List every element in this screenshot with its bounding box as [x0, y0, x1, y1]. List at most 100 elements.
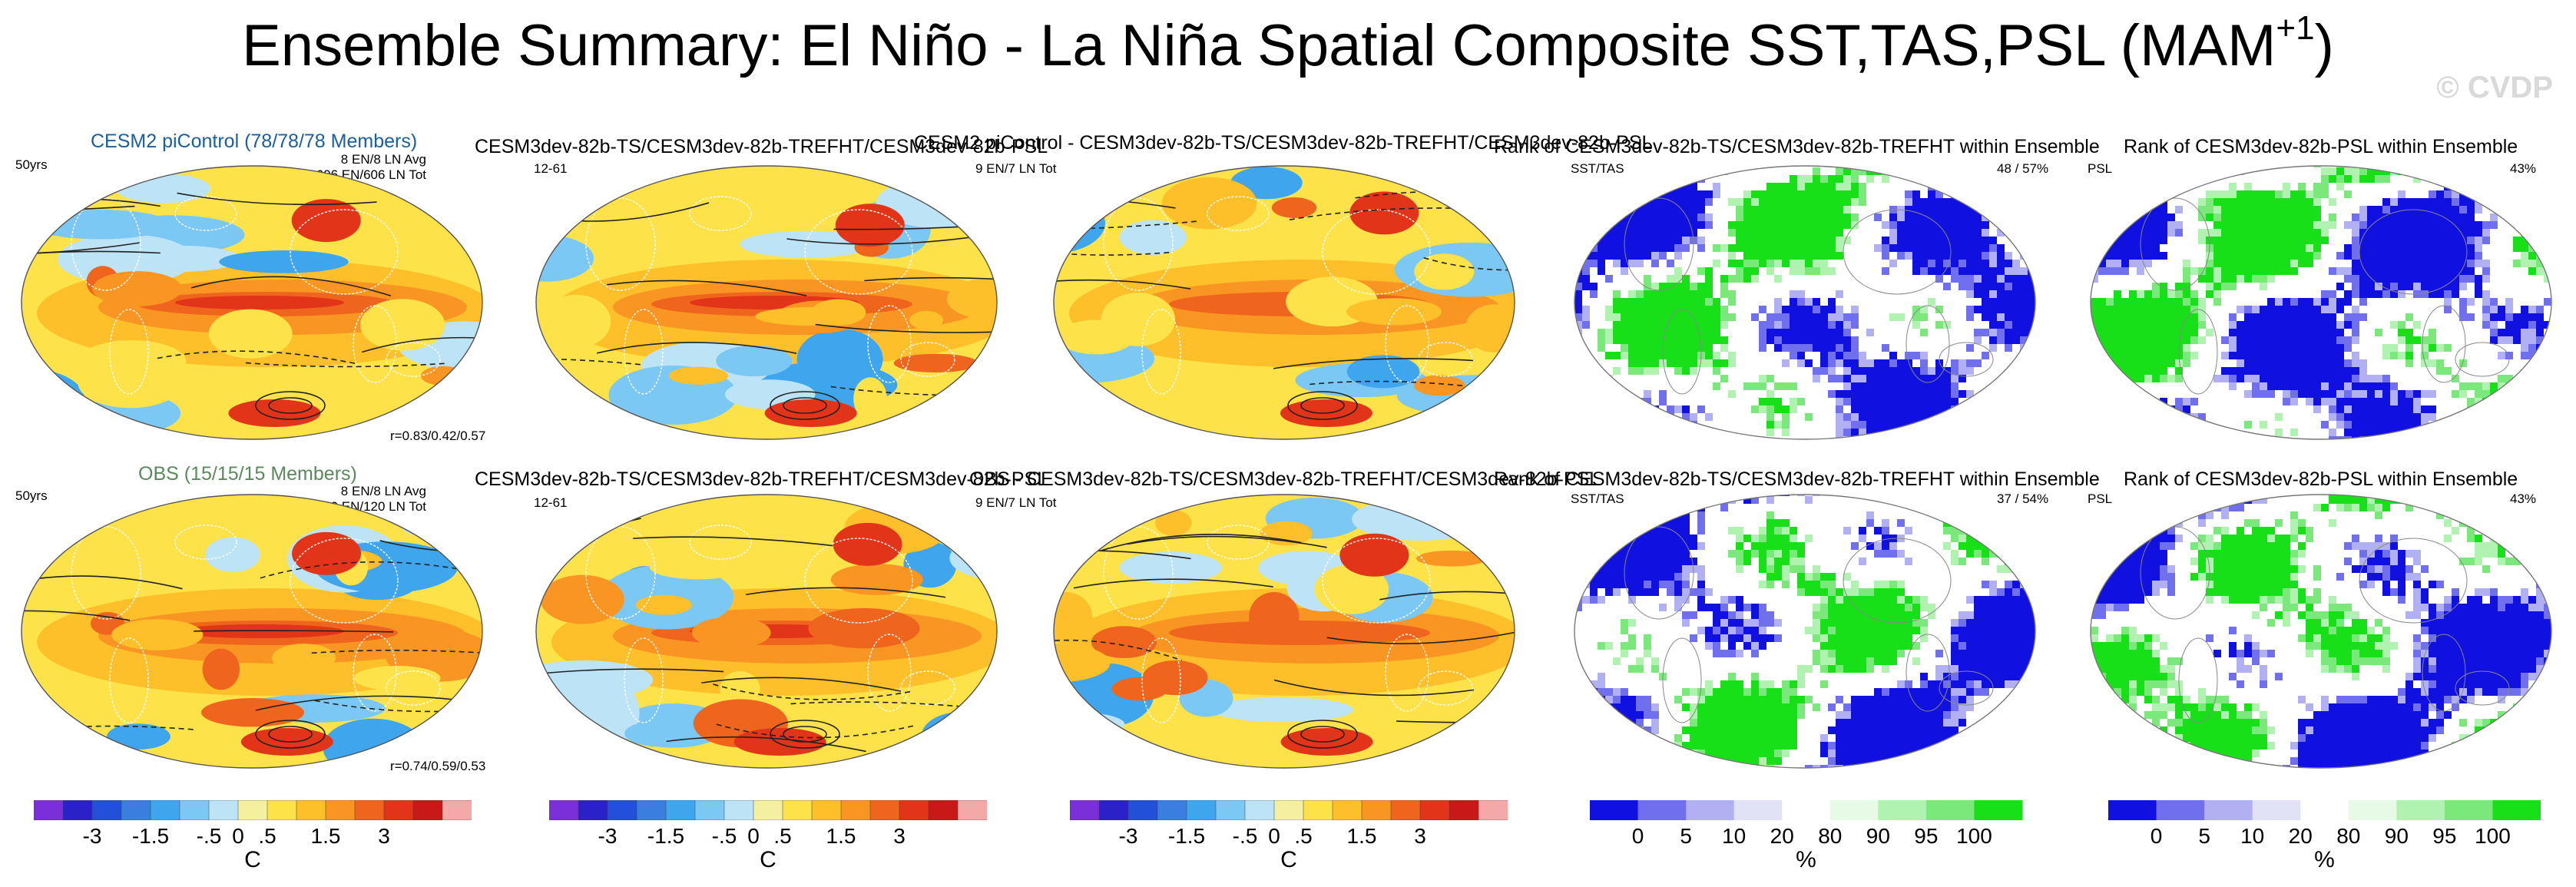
- rank-cell: [1759, 382, 1766, 390]
- rank-cell: [2183, 511, 2190, 519]
- rank-cell: [1667, 283, 1674, 290]
- rank-cell: [2298, 260, 2306, 267]
- rank-cell: [2244, 352, 2252, 359]
- rank-cell: [1966, 275, 1974, 283]
- rank-cell: [2275, 206, 2283, 213]
- rank-cell: [1621, 267, 1628, 275]
- rank-cell: [2160, 413, 2167, 421]
- rank-cell: [2306, 382, 2313, 390]
- rank-cell: [2028, 421, 2035, 429]
- rank-cell: [2144, 405, 2152, 413]
- rank-cell: [1644, 237, 1651, 244]
- rank-cell: [2475, 382, 2482, 390]
- rank-cell: [1759, 565, 1766, 573]
- rank-cell: [2252, 382, 2260, 390]
- rank-cell: [1651, 711, 1659, 719]
- rank-cell: [1728, 742, 1736, 750]
- rank-cell: [1982, 306, 1989, 313]
- rank-cell: [2237, 206, 2244, 213]
- rank-cell: [2237, 221, 2244, 229]
- rank-cell: [2020, 183, 2028, 190]
- rank-cell: [2283, 359, 2290, 367]
- rank-cell: [1667, 329, 1674, 336]
- rank-cell: [1897, 213, 1905, 221]
- rank-cell: [2429, 166, 2436, 167]
- rank-cell: [2237, 229, 2244, 237]
- rank-cell: [1644, 344, 1651, 352]
- rank-cell: [1897, 611, 1905, 619]
- rank-cell: [1636, 558, 1644, 565]
- rank-cell: [1989, 405, 1997, 413]
- rank-cell: [1897, 642, 1905, 650]
- rank-cell: [2121, 321, 2129, 329]
- rank-cell: [2390, 267, 2398, 275]
- rank-cell: [1567, 260, 1574, 267]
- rank-cell: [1636, 711, 1644, 719]
- rank-cell: [1736, 703, 1743, 711]
- rank-cell: [2329, 344, 2336, 352]
- rank-cell: [1820, 321, 1828, 329]
- rank-cell: [1674, 298, 1682, 306]
- rank-cell: [2505, 167, 2513, 175]
- rank-cell: [1851, 665, 1859, 673]
- rank-cell: [2114, 244, 2121, 252]
- rank-cell: [1951, 634, 1958, 642]
- rank-cell: [1935, 680, 1943, 688]
- rank-cell: [2421, 405, 2429, 413]
- rank-cell: [1574, 719, 1582, 726]
- rank-cell: [1928, 206, 1935, 213]
- rank-cell: [2028, 558, 2035, 565]
- rank-cell: [1582, 237, 1590, 244]
- rank-cell: [2290, 321, 2298, 329]
- rank-cell: [2183, 444, 2190, 445]
- rank-cell: [2260, 198, 2267, 206]
- rank-cell: [2020, 519, 2028, 527]
- rank-cell: [1743, 190, 1751, 198]
- rank-cell: [1713, 611, 1720, 619]
- rank-cell: [2475, 260, 2482, 267]
- psl-contour: [268, 397, 313, 414]
- rank-cell: [2482, 167, 2490, 175]
- rank-cell: [2275, 329, 2283, 336]
- rank-cell: [1651, 550, 1659, 558]
- rank-cell: [2198, 267, 2206, 275]
- rank-cell: [2521, 398, 2528, 405]
- rank-cell: [1920, 398, 1928, 405]
- rank-cell: [1997, 275, 2005, 283]
- rank-cell: [2405, 421, 2413, 429]
- rank-cell: [1889, 166, 1897, 167]
- rank-cell: [1705, 696, 1713, 703]
- rank-cell: [2352, 167, 2359, 175]
- rank-cell: [1828, 229, 1836, 237]
- rank-cell: [2321, 329, 2329, 336]
- rank-cell: [1912, 436, 1920, 439]
- rank-cell: [1613, 726, 1621, 734]
- rank-cell: [1682, 183, 1690, 190]
- continent-outline: [2178, 309, 2218, 395]
- rank-cell: [2152, 405, 2160, 413]
- rank-cell: [1628, 511, 1636, 519]
- rank-cell: [2012, 167, 2020, 175]
- rank-cell: [2091, 313, 2098, 321]
- rank-cell: [1935, 183, 1943, 190]
- rank-cell: [2005, 565, 2012, 573]
- rank-cell: [2283, 221, 2290, 229]
- rank-cell: [1774, 527, 1782, 535]
- rank-cell: [2260, 237, 2267, 244]
- rank-cell: [1935, 267, 1943, 275]
- rank-cell: [1682, 167, 1690, 175]
- rank-cell: [1651, 221, 1659, 229]
- rank-cell: [1813, 367, 1820, 375]
- rank-cell: [1935, 696, 1943, 703]
- rank-cell: [2321, 359, 2329, 367]
- rank-cell: [2382, 405, 2390, 413]
- rank-cell: [1690, 359, 1697, 367]
- rank-cell: [1659, 413, 1667, 421]
- rank-cell: [2267, 198, 2275, 206]
- rank-cell: [1859, 198, 1866, 206]
- rank-cell: [1582, 596, 1590, 604]
- rank-cell: [2513, 190, 2521, 198]
- rank-cell: [1836, 429, 1843, 436]
- rank-cell: [1651, 229, 1659, 237]
- rank-cell: [2375, 252, 2382, 260]
